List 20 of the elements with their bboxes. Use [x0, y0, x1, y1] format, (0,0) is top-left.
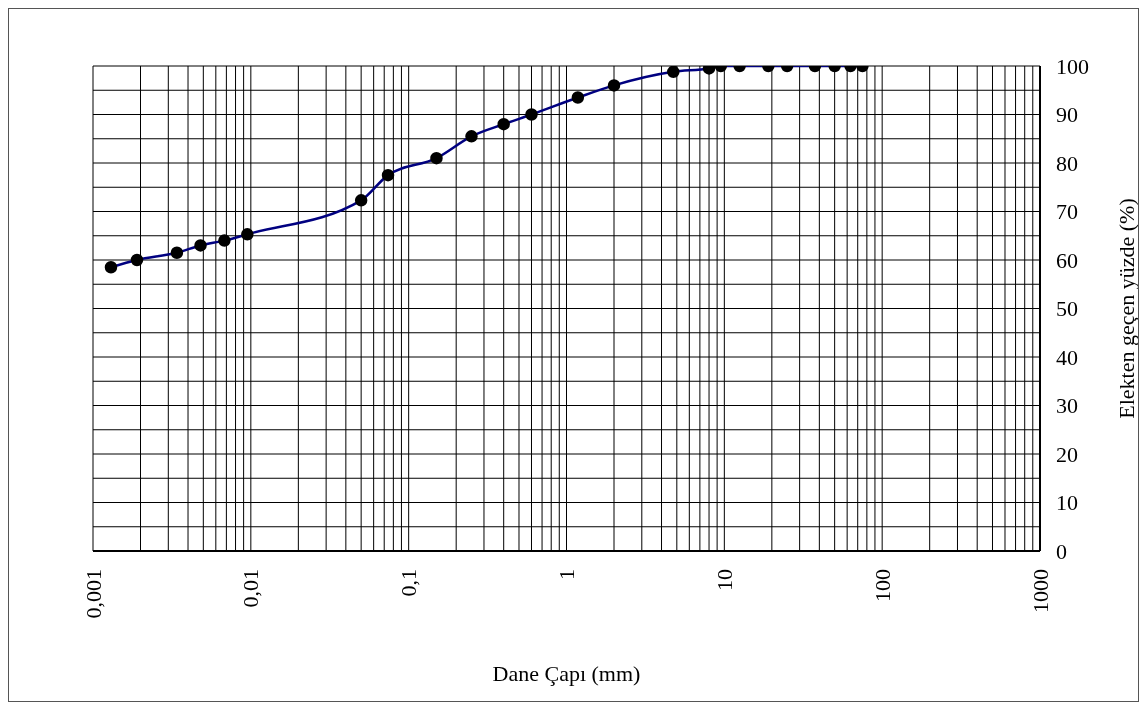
- y-tick-label: 20: [1056, 441, 1078, 467]
- y-tick-label: 50: [1056, 296, 1078, 321]
- y-axis-title: Elekten geçen yüzde (%): [1113, 198, 1139, 419]
- x-tick-label: 0,01: [238, 569, 264, 608]
- x-tick-label: 1000: [1027, 569, 1053, 613]
- y-tick-label: 90: [1056, 102, 1078, 127]
- x-tick-label: 10: [711, 569, 737, 591]
- y-tick-label: 0: [1056, 538, 1067, 564]
- y-tick-label: 100: [1056, 53, 1089, 79]
- y-tick-label: 60: [1056, 247, 1078, 273]
- x-tick-label: 0,1: [396, 569, 422, 597]
- x-axis-title: Dane Çapı (mm): [492, 661, 641, 686]
- y-tick-label: 40: [1056, 344, 1078, 370]
- y-tick-label: 70: [1056, 199, 1078, 224]
- y-tick-label: 10: [1056, 490, 1078, 515]
- y-tick-label: 80: [1056, 150, 1078, 176]
- y-tick-label: 30: [1056, 393, 1078, 418]
- x-tick-label: 100: [869, 569, 895, 602]
- x-tick-label: 0,001: [80, 569, 106, 619]
- x-tick-label: 1: [554, 569, 579, 580]
